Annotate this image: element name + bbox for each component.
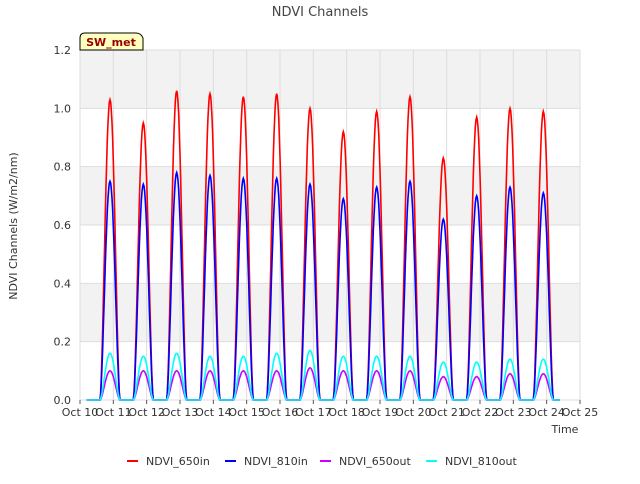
series-line-NDVI_810out bbox=[86, 349, 560, 401]
x-tick-label: Oct 13 bbox=[162, 406, 199, 419]
legend-label: NDVI_810in bbox=[244, 455, 308, 468]
y-tick-label: 0.0 bbox=[54, 394, 72, 407]
x-tick-label: Oct 22 bbox=[462, 406, 499, 419]
x-tick-label: Oct 11 bbox=[95, 406, 132, 419]
x-tick-label: Oct 19 bbox=[362, 406, 399, 419]
x-tick-label: Oct 17 bbox=[295, 406, 332, 419]
x-tick-label: Oct 16 bbox=[262, 406, 299, 419]
x-tick-label: Oct 12 bbox=[128, 406, 165, 419]
y-tick-label: 1.0 bbox=[54, 102, 72, 115]
y-tick-label: 0.8 bbox=[54, 161, 72, 174]
legend-item: NDVI_650out bbox=[320, 455, 411, 468]
grid-band bbox=[80, 166, 580, 225]
y-tick-label: 0.2 bbox=[54, 336, 72, 349]
x-tick-label: Oct 24 bbox=[528, 406, 565, 419]
legend-item: NDVI_810out bbox=[426, 455, 517, 468]
x-tick-label: Oct 21 bbox=[428, 406, 465, 419]
x-tick-label: Oct 14 bbox=[195, 406, 232, 419]
y-tick-label: 0.6 bbox=[54, 219, 72, 232]
x-axis-label: Time bbox=[551, 423, 579, 436]
x-tick-label: Oct 20 bbox=[395, 406, 432, 419]
grid-band bbox=[80, 50, 580, 109]
legend-label: NDVI_650out bbox=[339, 455, 411, 468]
y-tick-label: 1.2 bbox=[54, 44, 72, 57]
x-tick-label: Oct 10 bbox=[62, 406, 99, 419]
sw-met-badge: SW_met bbox=[79, 32, 144, 51]
x-tick-label: Oct 18 bbox=[328, 406, 365, 419]
grid-band bbox=[80, 283, 580, 342]
x-tick-label: Oct 25 bbox=[562, 406, 599, 419]
y-axis-label: NDVI Channels (W/m2/nm) bbox=[7, 152, 20, 299]
x-tick-label: Oct 15 bbox=[228, 406, 265, 419]
x-tick-label: Oct 23 bbox=[495, 406, 532, 419]
legend-label: NDVI_650in bbox=[146, 455, 210, 468]
chart-title: NDVI Channels bbox=[272, 5, 369, 20]
badge-label: SW_met bbox=[86, 36, 136, 49]
y-tick-label: 0.4 bbox=[54, 277, 72, 290]
legend: NDVI_650in NDVI_810in NDVI_650out NDVI_810o… bbox=[127, 455, 517, 468]
legend-item: NDVI_650in bbox=[127, 455, 210, 468]
legend-label: NDVI_810out bbox=[445, 455, 517, 468]
legend-item: NDVI_810in bbox=[225, 455, 308, 468]
